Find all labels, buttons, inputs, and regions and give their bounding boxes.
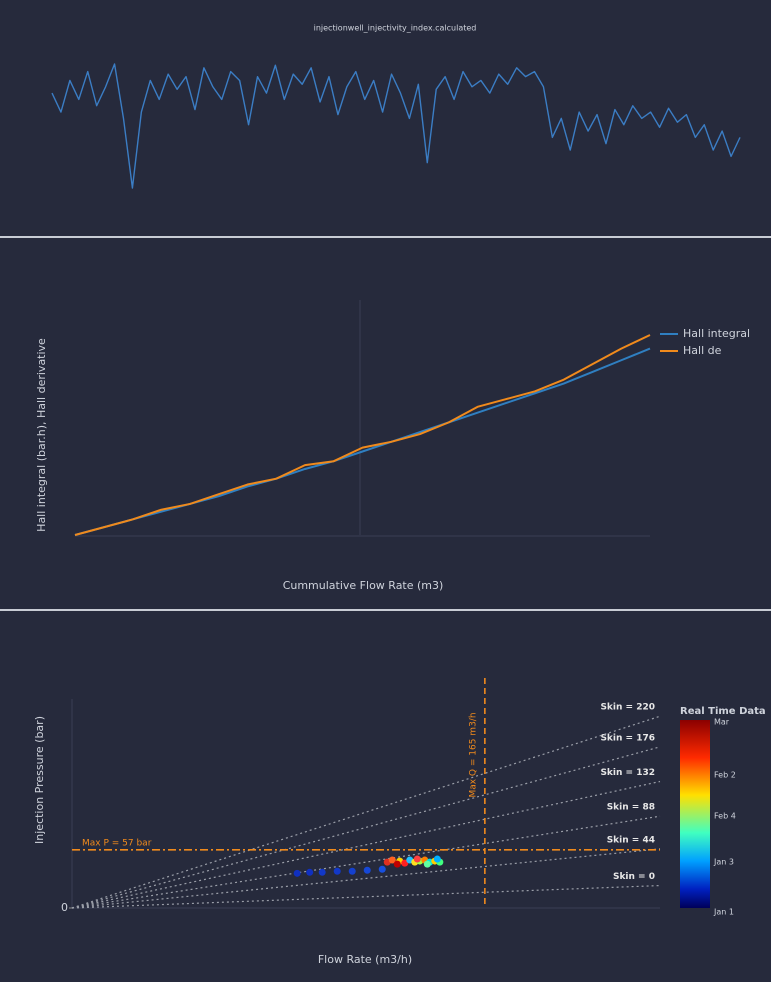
scatter-point <box>413 855 421 863</box>
scatter-point <box>306 868 314 876</box>
colorbar-label: Jan 1 <box>713 908 734 917</box>
skin-line <box>71 884 661 909</box>
series-line <box>51 63 741 189</box>
skin-label: Skin = 132 <box>600 768 655 778</box>
skin-label: Skin = 176 <box>600 733 655 743</box>
scatter-point <box>348 867 356 875</box>
scatter-point <box>423 860 431 868</box>
scatter-point <box>293 869 301 877</box>
skin-label: Skin = 44 <box>607 835 655 845</box>
max-pressure-label: Max P = 57 bar <box>82 838 152 848</box>
colorbar-title: Real Time Data <box>680 706 766 717</box>
series-line <box>74 347 651 536</box>
scatter-point <box>393 860 401 868</box>
skin-label: Skin = 0 <box>613 872 655 882</box>
skin-label: Skin = 220 <box>600 703 655 713</box>
scatter-point <box>401 859 409 867</box>
colorbar-label: Feb 2 <box>714 771 736 780</box>
skin-line <box>71 848 661 909</box>
legend-label: Hall de <box>683 344 722 357</box>
colorbar-label: Feb 4 <box>714 812 736 821</box>
series-line <box>74 334 651 536</box>
skin-label: Skin = 88 <box>607 803 655 813</box>
max-flow-label: Max Q = 165 m3/h <box>468 712 478 797</box>
y-axis-label: Hall integral (bar.h), Hall derivative <box>35 338 48 532</box>
colorbar <box>680 720 710 908</box>
skin-line <box>71 715 661 909</box>
x-axis-label: Flow Rate (m3/h) <box>318 953 412 966</box>
colorbar-label: Jan 3 <box>713 858 734 867</box>
scatter-point <box>378 865 386 873</box>
colorbar-label: Mar <box>714 718 730 727</box>
chart-title: injectionwell_injectivity_index.calculat… <box>314 24 477 33</box>
scatter-point <box>433 855 441 863</box>
scatter-point <box>388 856 396 864</box>
y-tick-label: 0 <box>61 901 68 914</box>
scatter-point <box>318 868 326 876</box>
skin-line <box>71 780 661 909</box>
scatter-point <box>363 866 371 874</box>
skin-line <box>71 815 661 909</box>
legend-label: Hall integral <box>683 327 750 340</box>
x-axis-label: Cummulative Flow Rate (m3) <box>283 579 444 592</box>
skin-line <box>71 746 661 909</box>
scatter-point <box>333 867 341 875</box>
y-axis-label: Injection Pressure (bar) <box>33 716 46 844</box>
